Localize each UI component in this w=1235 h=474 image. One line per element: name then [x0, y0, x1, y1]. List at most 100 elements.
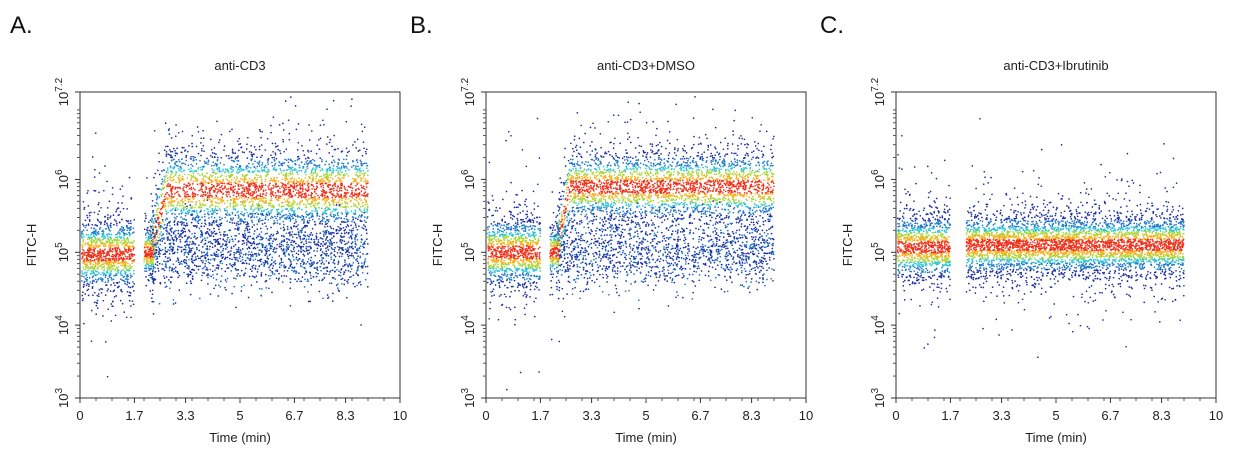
data-point — [292, 186, 294, 189]
data-point — [351, 98, 353, 100]
data-point — [123, 229, 125, 232]
data-point — [124, 255, 127, 258]
data-point — [86, 192, 89, 194]
data-point — [154, 263, 157, 266]
data-point — [291, 217, 294, 220]
data-point — [361, 194, 363, 196]
data-point — [275, 157, 278, 160]
data-point — [94, 262, 97, 265]
data-point — [364, 180, 367, 182]
data-point — [111, 250, 114, 253]
data-point — [354, 246, 357, 248]
data-point — [332, 187, 335, 190]
data-point — [331, 244, 333, 246]
data-point — [176, 271, 179, 274]
data-point — [345, 215, 347, 218]
data-point — [292, 248, 295, 250]
data-point — [233, 197, 236, 200]
data-point — [176, 215, 178, 218]
data-point — [315, 235, 318, 237]
data-point — [206, 236, 209, 239]
data-point — [219, 224, 222, 227]
data-point — [84, 293, 87, 295]
data-point — [362, 253, 364, 255]
data-point — [185, 186, 188, 189]
data-point — [235, 224, 238, 227]
data-point — [261, 219, 264, 222]
data-point — [285, 178, 288, 181]
data-point — [307, 198, 310, 200]
data-point — [83, 235, 85, 238]
data-point — [187, 198, 190, 201]
data-point — [342, 206, 344, 209]
data-point — [357, 262, 360, 264]
data-point — [169, 150, 172, 153]
data-point — [280, 206, 283, 208]
data-point — [182, 218, 184, 220]
data-point — [194, 243, 196, 246]
data-point — [219, 262, 222, 264]
data-point — [161, 218, 164, 221]
data-point — [212, 212, 215, 214]
data-point — [363, 209, 366, 211]
data-point — [341, 171, 343, 174]
data-point — [273, 178, 276, 181]
data-point — [339, 203, 342, 205]
data-point — [250, 200, 253, 203]
data-point — [90, 272, 93, 275]
data-point — [168, 185, 170, 188]
data-point — [301, 276, 304, 278]
data-point — [159, 243, 162, 246]
data-point — [85, 271, 88, 274]
data-point — [186, 210, 189, 213]
data-point — [217, 180, 220, 182]
data-point — [336, 165, 338, 168]
data-point — [345, 296, 348, 299]
data-point — [257, 235, 260, 238]
data-point — [326, 171, 329, 173]
data-point — [121, 274, 123, 277]
data-point — [152, 265, 155, 268]
data-point — [112, 244, 114, 246]
data-point — [106, 254, 109, 257]
data-point — [305, 203, 307, 206]
data-point — [200, 154, 202, 157]
data-point — [265, 166, 268, 169]
data-point — [85, 224, 88, 227]
data-point — [121, 202, 123, 204]
data-point — [310, 162, 313, 164]
data-point — [331, 210, 334, 213]
data-point — [82, 322, 85, 325]
data-point — [291, 244, 294, 247]
data-point — [127, 278, 129, 281]
data-point — [206, 274, 208, 277]
data-point — [88, 214, 91, 217]
data-point — [202, 144, 205, 147]
data-point — [345, 193, 348, 195]
data-point — [345, 154, 348, 157]
data-point — [305, 161, 307, 163]
data-point — [85, 263, 88, 265]
data-point — [92, 246, 95, 249]
data-point — [270, 259, 273, 262]
data-point — [291, 215, 293, 218]
data-point — [287, 158, 290, 161]
data-point — [317, 194, 319, 197]
data-point — [94, 253, 96, 256]
data-point — [291, 236, 294, 238]
data-point — [336, 251, 339, 254]
data-point — [228, 257, 231, 260]
data-point — [225, 194, 228, 196]
data-point — [288, 239, 291, 241]
data-point — [245, 178, 247, 180]
data-point — [197, 172, 199, 175]
data-point — [157, 207, 160, 210]
data-point — [321, 216, 324, 218]
data-point — [344, 188, 347, 191]
data-point — [258, 259, 261, 262]
data-point — [250, 205, 252, 208]
data-point — [212, 273, 214, 276]
data-point — [286, 199, 289, 201]
data-point — [278, 266, 281, 269]
data-point — [248, 201, 251, 204]
